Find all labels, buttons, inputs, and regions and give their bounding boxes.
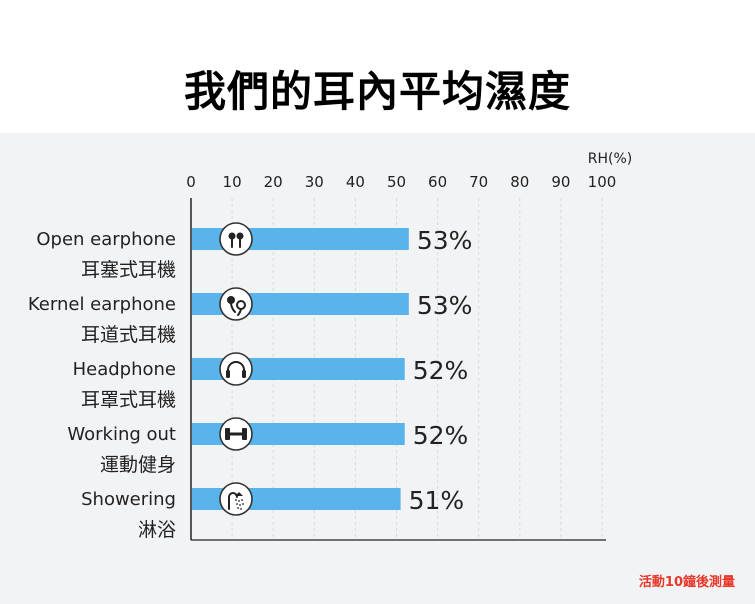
- earphone-right: [236, 300, 246, 310]
- dumbbell-weight-right: [242, 428, 247, 440]
- category-label-en: Headphone: [73, 359, 176, 380]
- earphone-left: [227, 296, 235, 304]
- water-drop: [239, 504, 241, 506]
- headphones-icon: [219, 352, 253, 386]
- chart-title: 我們的耳內平均濕度: [183, 67, 571, 116]
- category-label-en: Kernel earphone: [28, 294, 176, 315]
- water-drop: [236, 503, 238, 505]
- data-label: 51%: [409, 486, 465, 515]
- data-label: 53%: [417, 291, 473, 320]
- tick-label: 40: [346, 173, 365, 191]
- shower-icon: [219, 482, 253, 516]
- tick-label: 30: [305, 173, 324, 191]
- data-label: 52%: [413, 421, 469, 450]
- tick-label: 100: [588, 173, 617, 191]
- tick-label: 90: [551, 173, 570, 191]
- category-label-zh: 耳塞式耳機: [81, 259, 176, 281]
- category-label-en: Showering: [81, 489, 176, 510]
- tick-label: 10: [223, 173, 242, 191]
- earbud-left: [228, 232, 236, 240]
- water-drop: [235, 499, 237, 501]
- category-label-zh: 耳道式耳機: [81, 324, 176, 346]
- headband: [227, 361, 245, 376]
- icon-ring: [219, 222, 253, 256]
- data-label: 53%: [417, 226, 473, 255]
- tick-label: 80: [510, 173, 529, 191]
- water-drop: [237, 507, 239, 509]
- dumbbell-icon: [219, 417, 253, 451]
- icon-ring: [219, 482, 253, 516]
- ear-cup-left: [226, 370, 230, 378]
- tick-label: 20: [264, 173, 283, 191]
- ear-cup-right: [242, 370, 246, 378]
- water-drop: [238, 500, 240, 502]
- category-label-zh: 耳罩式耳機: [81, 389, 176, 411]
- water-drop: [242, 503, 244, 505]
- category-label-zh: 淋浴: [138, 519, 176, 541]
- shower-head: [235, 492, 243, 496]
- tick-label: 60: [428, 173, 447, 191]
- unit-label: RH(%): [588, 151, 632, 167]
- category-label-en: Working out: [67, 424, 176, 445]
- tick-label: 50: [387, 173, 406, 191]
- icon-ring: [219, 352, 253, 386]
- tick-label: 0: [186, 173, 196, 191]
- water-drop: [241, 499, 243, 501]
- category-label-zh: 運動健身: [100, 454, 176, 476]
- earbud-right: [236, 232, 244, 240]
- category-label-en: Open earphone: [36, 229, 176, 250]
- data-label: 52%: [413, 356, 469, 385]
- in-ear-earphones-icon: [219, 287, 253, 321]
- icon-ring: [219, 287, 253, 321]
- tick-label: 70: [469, 173, 488, 191]
- earphone-left-stem: [230, 303, 236, 313]
- earphone-right-stem: [237, 308, 242, 316]
- water-drop: [240, 508, 242, 510]
- footnote: 活動10鐘後測量: [638, 575, 735, 590]
- earbuds-icon: [219, 222, 253, 256]
- dumbbell-weight-left: [225, 428, 230, 440]
